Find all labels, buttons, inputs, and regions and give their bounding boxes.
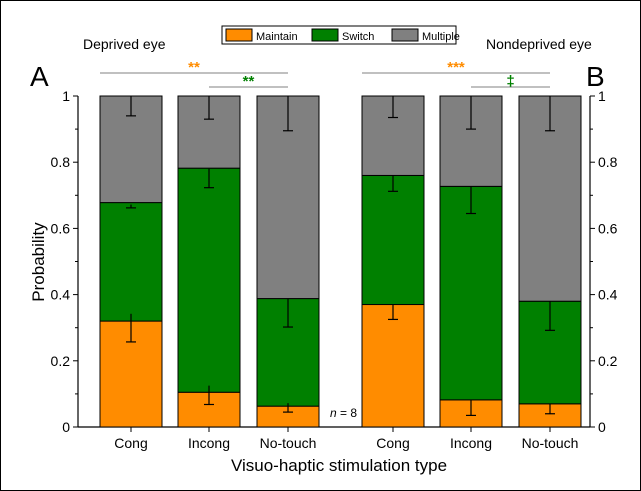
y-tick-label-right: 0.2 xyxy=(598,353,618,369)
bar-switch xyxy=(99,202,163,322)
y-tick-label-left: 1 xyxy=(62,88,70,104)
y-tick-label-left: 0.8 xyxy=(51,154,71,170)
x-tick-label: Cong xyxy=(376,435,409,451)
y-axis-label: Probability xyxy=(29,222,48,302)
panel-title: Nondeprived eye xyxy=(486,36,592,52)
legend-label: Switch xyxy=(342,31,374,43)
bars xyxy=(99,95,582,428)
sample-size-value: = 8 xyxy=(337,406,358,420)
x-tick-label: Incong xyxy=(188,435,230,451)
bar-switch xyxy=(177,167,241,393)
legend-swatch-switch xyxy=(311,28,339,42)
legend-swatch-maintain xyxy=(225,28,253,42)
x-tick-label: Incong xyxy=(450,435,492,451)
significance-label: ** xyxy=(243,73,255,90)
error-bars xyxy=(126,96,555,417)
axes xyxy=(73,95,595,432)
bar-switch xyxy=(361,174,425,306)
x-tick-label: Cong xyxy=(114,435,147,451)
x-tick-label: No-touch xyxy=(522,435,579,451)
y-tick-label-right: 0 xyxy=(598,419,606,435)
panel-letter: A xyxy=(30,61,49,92)
sample-size-note: n = 8 xyxy=(330,406,357,420)
y-tick-label-left: 0 xyxy=(62,419,70,435)
y-tick-label-left: 0.2 xyxy=(51,353,71,369)
y-tick-label-left: 0.4 xyxy=(51,287,71,303)
significance-label: *** xyxy=(447,59,465,76)
legend: Maintain Switch Multiple xyxy=(221,25,460,45)
y-tick-label-left: 0.6 xyxy=(51,220,71,236)
labels: 0 0 0.2 0.2 0.4 0.4 0.6 0.6 0.8 0.8 1 1 Cong Incong No… xyxy=(29,36,618,475)
panel-title: Deprived eye xyxy=(83,36,166,52)
sample-size-symbol: n xyxy=(330,406,337,420)
significance-marks: *******‡ xyxy=(100,59,550,90)
legend-swatch-multiple xyxy=(391,28,419,42)
bar-maintain xyxy=(361,304,425,428)
bar-switch xyxy=(439,185,503,401)
y-tick-label-right: 0.8 xyxy=(598,154,618,170)
significance-label: ** xyxy=(188,59,200,76)
y-tick-label-right: 1 xyxy=(598,88,606,104)
legend-label: Multiple xyxy=(422,31,460,43)
panel-letter: B xyxy=(586,61,605,92)
significance-label: ‡ xyxy=(506,73,514,90)
y-tick-label-right: 0.6 xyxy=(598,220,618,236)
y-tick-label-right: 0.4 xyxy=(598,287,618,303)
legend-label: Maintain xyxy=(256,31,298,43)
x-axis-label: Visuo-haptic stimulation type xyxy=(231,456,447,475)
x-tick-label: No-touch xyxy=(260,435,317,451)
